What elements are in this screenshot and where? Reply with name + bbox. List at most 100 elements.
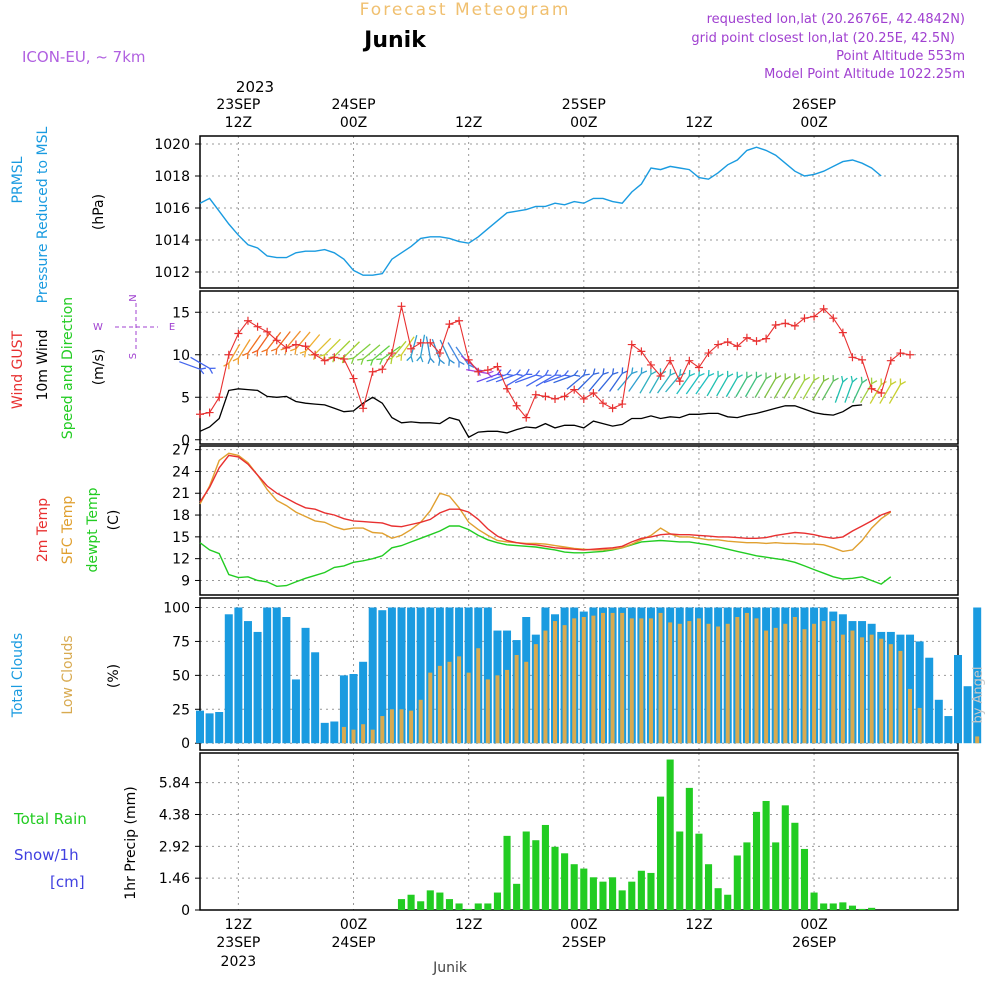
gust-marker xyxy=(426,338,435,347)
precip-bar xyxy=(704,864,713,910)
gust-marker xyxy=(656,372,665,380)
total-cloud-bar xyxy=(934,699,943,744)
wind-arrow-head xyxy=(199,367,207,370)
top-hour-label: 12Z xyxy=(685,115,712,131)
gust-marker xyxy=(368,367,377,376)
gust-marker xyxy=(781,319,790,328)
low-cloud-bar xyxy=(524,661,529,744)
wind-arrow xyxy=(314,337,332,355)
wind-arrow xyxy=(514,374,537,384)
precip-bar xyxy=(858,908,866,910)
low-cloud-bar xyxy=(754,618,759,744)
wind-arrow-head xyxy=(583,369,587,376)
gust-marker xyxy=(886,356,895,365)
precip-bar xyxy=(618,890,626,910)
gust-marker xyxy=(301,342,310,351)
total-cloud-bar xyxy=(349,674,358,744)
wind-arrow-head xyxy=(390,358,393,365)
wind-arrow xyxy=(237,339,251,359)
precip-bar xyxy=(743,842,751,910)
low-cloud-bar xyxy=(668,622,673,744)
top-date-label: 25SEP xyxy=(562,97,606,113)
bottom-year-label: 2023 xyxy=(221,954,257,970)
wind-10m-line xyxy=(199,388,863,439)
app-title: Forecast Meteogram xyxy=(360,0,571,20)
total-cloud-bar xyxy=(263,607,272,744)
low-cloud-bar xyxy=(428,672,433,744)
wind-arrow-head xyxy=(506,369,512,375)
wind-arrow-head xyxy=(386,357,393,361)
precip-bar xyxy=(676,831,684,910)
gust-marker xyxy=(311,350,320,359)
low-cloud-bar xyxy=(860,637,865,744)
wind-arrow-head xyxy=(379,358,383,365)
wind-arrow xyxy=(333,340,351,357)
wind-arrow-head xyxy=(698,372,705,377)
y-tick-label: 1014 xyxy=(154,233,190,249)
clouds-label-unit: (%) xyxy=(106,664,122,688)
total-cloud-bar xyxy=(483,607,492,744)
temp-label-unit: (C) xyxy=(106,510,122,531)
temp-label-sfc: SFC Temp xyxy=(60,496,76,565)
precip-bar xyxy=(484,903,492,910)
low-cloud-bar xyxy=(706,623,711,744)
wind-arrow xyxy=(844,381,854,403)
total-cloud-bar xyxy=(196,710,204,744)
wind-arrow-head xyxy=(765,375,772,380)
total-cloud-bar xyxy=(359,661,368,744)
wind-arrow-head xyxy=(602,371,609,375)
wind-label-unit: (m/s) xyxy=(91,349,107,386)
wind-arrow-head xyxy=(449,359,455,364)
wind-arrow xyxy=(535,374,556,387)
wind-arrow-head xyxy=(813,376,820,381)
wind-arrow-head xyxy=(850,375,854,383)
gust-marker xyxy=(906,350,915,359)
precip-bar xyxy=(522,831,530,910)
wind-arrow-head xyxy=(650,370,657,375)
wind-arrow-head xyxy=(199,368,205,375)
gust-marker xyxy=(570,385,579,394)
y-tick-label: 18 xyxy=(172,508,190,524)
bottom-date-label: 23SEP xyxy=(216,935,260,951)
y-tick-label: 15 xyxy=(172,305,190,321)
wind-arrow xyxy=(526,374,546,387)
wind-arrow-head xyxy=(360,358,364,365)
clouds-label-low: Low Clouds xyxy=(60,635,76,714)
wind-arrow xyxy=(676,375,690,395)
low-cloud-bar xyxy=(629,618,634,744)
gust-marker xyxy=(666,356,675,365)
low-cloud-bar xyxy=(389,709,394,744)
low-cloud-bar xyxy=(341,726,346,744)
low-cloud-bar xyxy=(687,621,692,744)
low-cloud-bar xyxy=(418,699,423,744)
gust-marker xyxy=(848,353,857,362)
low-cloud-bar xyxy=(351,729,356,744)
wind-arrow xyxy=(617,373,633,391)
info-line-3: Point Altitude 553m xyxy=(836,49,965,64)
y-tick-label: 9 xyxy=(181,573,190,589)
precip-bar xyxy=(417,901,425,910)
wind-arrow xyxy=(420,334,426,357)
wind-arrow xyxy=(628,373,642,392)
gust-marker xyxy=(359,404,368,413)
wind-arrow xyxy=(821,380,834,401)
bottom-date-label: 24SEP xyxy=(332,935,376,951)
wind-arrow-head xyxy=(395,354,402,358)
wind-compass: N W E S xyxy=(93,294,175,359)
wind-arrow-head xyxy=(209,368,214,374)
wind-arrow-head xyxy=(574,374,581,377)
wind-arrow-head xyxy=(841,375,844,383)
gust-marker xyxy=(800,314,809,323)
precip-label-snow: Snow/1h xyxy=(14,846,79,864)
y-tick-label: 1016 xyxy=(154,201,190,217)
wind-arrow xyxy=(685,375,700,395)
wind-arrow xyxy=(425,336,431,359)
pressure-label-unit: (hPa) xyxy=(91,194,107,230)
wind-arrow xyxy=(276,331,291,350)
precip-bar xyxy=(455,903,463,910)
wind-arrow xyxy=(588,373,604,392)
prmsl-line xyxy=(199,146,882,276)
y-tick-label: 10 xyxy=(172,348,190,364)
wind-arrow-head xyxy=(468,364,475,368)
